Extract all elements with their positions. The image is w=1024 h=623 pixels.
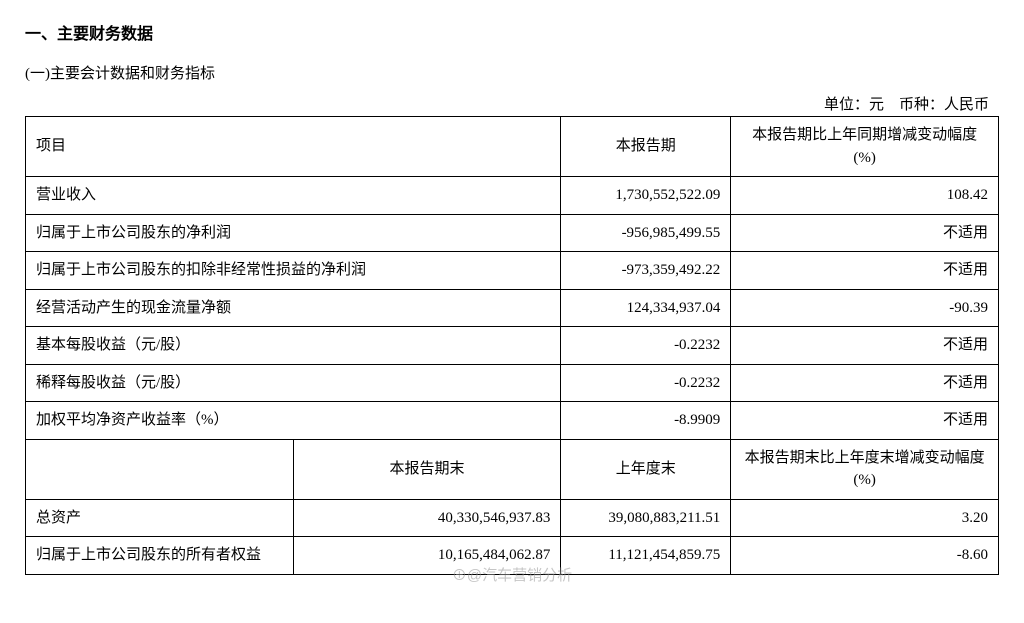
row-change: 3.20: [731, 499, 999, 537]
row-change: 不适用: [731, 214, 999, 252]
header-change-period: 本报告期比上年同期增减变动幅度(%): [731, 117, 999, 177]
row-item: 稀释每股收益（元/股）: [26, 364, 561, 402]
section-title: 一、主要财务数据: [25, 20, 999, 44]
unit-line: 单位：元 币种：人民币: [25, 93, 999, 114]
row-period: 124,334,937.04: [561, 289, 731, 327]
row-period: 1,730,552,522.09: [561, 177, 731, 215]
row-item: 基本每股收益（元/股）: [26, 327, 561, 365]
row-change: -8.60: [731, 537, 999, 575]
header-period-end: 本报告期末: [293, 439, 561, 499]
table-row: 基本每股收益（元/股） -0.2232 不适用: [26, 327, 999, 365]
row-item: 归属于上市公司股东的所有者权益: [26, 537, 294, 575]
table-row: 经营活动产生的现金流量净额 124,334,937.04 -90.39: [26, 289, 999, 327]
header-blank: [26, 439, 294, 499]
row-period: -973,359,492.22: [561, 252, 731, 290]
row-period: -8.9909: [561, 402, 731, 440]
row-item: 归属于上市公司股东的扣除非经常性损益的净利润: [26, 252, 561, 290]
row-item: 总资产: [26, 499, 294, 537]
row-item: 经营活动产生的现金流量净额: [26, 289, 561, 327]
row-end: 40,330,546,937.83: [293, 499, 561, 537]
row-end: 10,165,484,062.87: [293, 537, 561, 575]
row-prev: 39,080,883,211.51: [561, 499, 731, 537]
table-row: 归属于上市公司股东的净利润 -956,985,499.55 不适用: [26, 214, 999, 252]
row-period: -0.2232: [561, 327, 731, 365]
table-row: 营业收入 1,730,552,522.09 108.42: [26, 177, 999, 215]
row-item: 加权平均净资产收益率（%）: [26, 402, 561, 440]
row-change: 不适用: [731, 252, 999, 290]
row-change: 不适用: [731, 364, 999, 402]
subsection-title: (一)主要会计数据和财务指标: [25, 62, 999, 83]
table-row: 稀释每股收益（元/股） -0.2232 不适用: [26, 364, 999, 402]
row-period: -956,985,499.55: [561, 214, 731, 252]
row-change: 108.42: [731, 177, 999, 215]
table-row: 归属于上市公司股东的所有者权益 10,165,484,062.87 11,121…: [26, 537, 999, 575]
table-row: 总资产 40,330,546,937.83 39,080,883,211.51 …: [26, 499, 999, 537]
header-period: 本报告期: [561, 117, 731, 177]
table-row: 归属于上市公司股东的扣除非经常性损益的净利润 -973,359,492.22 不…: [26, 252, 999, 290]
row-change: 不适用: [731, 402, 999, 440]
header-prev-year-end: 上年度末: [561, 439, 731, 499]
financial-data-table: 项目 本报告期 本报告期比上年同期增减变动幅度(%) 营业收入 1,730,55…: [25, 116, 999, 575]
table-header-row-1: 项目 本报告期 本报告期比上年同期增减变动幅度(%): [26, 117, 999, 177]
header-change-end: 本报告期末比上年度末增减变动幅度(%): [731, 439, 999, 499]
row-item: 归属于上市公司股东的净利润: [26, 214, 561, 252]
header-item: 项目: [26, 117, 561, 177]
table-row: 加权平均净资产收益率（%） -8.9909 不适用: [26, 402, 999, 440]
table-header-row-2: 本报告期末 上年度末 本报告期末比上年度末增减变动幅度(%): [26, 439, 999, 499]
row-prev: 11,121,454,859.75: [561, 537, 731, 575]
row-item: 营业收入: [26, 177, 561, 215]
row-change: -90.39: [731, 289, 999, 327]
row-change: 不适用: [731, 327, 999, 365]
row-period: -0.2232: [561, 364, 731, 402]
